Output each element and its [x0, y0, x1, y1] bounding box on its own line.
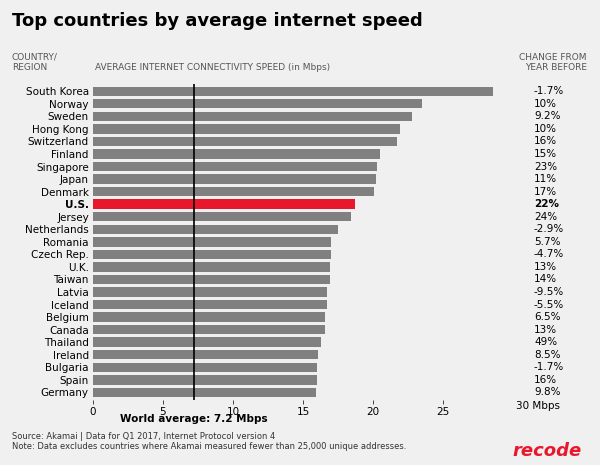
Text: COUNTRY/
REGION: COUNTRY/ REGION [12, 53, 58, 72]
Text: CHANGE FROM
YEAR BEFORE: CHANGE FROM YEAR BEFORE [519, 53, 587, 72]
Text: -9.5%: -9.5% [534, 287, 564, 297]
Text: 22%: 22% [534, 199, 559, 209]
Text: 13%: 13% [534, 325, 557, 335]
Bar [93, 375, 317, 385]
Bar [93, 187, 374, 196]
Bar [93, 99, 422, 108]
Text: Top countries by average internet speed: Top countries by average internet speed [12, 12, 423, 30]
Text: 30 Mbps: 30 Mbps [516, 400, 560, 411]
Text: Source: Akamai | Data for Q1 2017, Internet Protocol version 4
Note: Data exclud: Source: Akamai | Data for Q1 2017, Inter… [12, 432, 406, 451]
Bar [93, 225, 338, 234]
Text: -1.7%: -1.7% [534, 86, 564, 96]
Bar [93, 300, 327, 309]
Bar [93, 124, 400, 133]
Text: 10%: 10% [534, 99, 557, 109]
Text: 49%: 49% [534, 337, 557, 347]
Bar [93, 325, 325, 334]
Text: -4.7%: -4.7% [534, 249, 564, 259]
Text: 8.5%: 8.5% [534, 350, 560, 360]
Bar [93, 262, 329, 272]
Bar [93, 388, 316, 397]
Bar [93, 137, 397, 146]
Bar [93, 86, 493, 96]
Bar [93, 350, 319, 359]
Text: 16%: 16% [534, 375, 557, 385]
Bar [93, 212, 350, 221]
Text: -2.9%: -2.9% [534, 224, 564, 234]
Bar [93, 250, 331, 259]
Text: 15%: 15% [534, 149, 557, 159]
Bar [93, 275, 329, 284]
Bar [93, 149, 380, 159]
Text: 23%: 23% [534, 161, 557, 172]
Text: 10%: 10% [534, 124, 557, 134]
Bar [93, 112, 412, 121]
Bar [93, 174, 376, 184]
Text: 24%: 24% [534, 212, 557, 222]
Bar [93, 287, 327, 297]
Text: 17%: 17% [534, 186, 557, 197]
Bar [93, 363, 317, 372]
Text: -5.5%: -5.5% [534, 299, 564, 310]
Text: AVERAGE INTERNET CONNECTIVITY SPEED (in Mbps): AVERAGE INTERNET CONNECTIVITY SPEED (in … [95, 63, 330, 72]
Text: 9.8%: 9.8% [534, 387, 560, 398]
Bar [93, 312, 325, 322]
Text: 6.5%: 6.5% [534, 312, 560, 322]
Text: 16%: 16% [534, 136, 557, 146]
Bar [93, 162, 377, 171]
Bar [93, 338, 321, 347]
Text: 13%: 13% [534, 262, 557, 272]
Text: 9.2%: 9.2% [534, 111, 560, 121]
Text: 14%: 14% [534, 274, 557, 285]
Text: -1.7%: -1.7% [534, 362, 564, 372]
Text: 5.7%: 5.7% [534, 237, 560, 247]
Text: World average: 7.2 Mbps: World average: 7.2 Mbps [120, 414, 268, 424]
Bar [93, 199, 355, 209]
Text: 11%: 11% [534, 174, 557, 184]
Text: recode: recode [513, 442, 582, 460]
Bar [93, 237, 331, 246]
